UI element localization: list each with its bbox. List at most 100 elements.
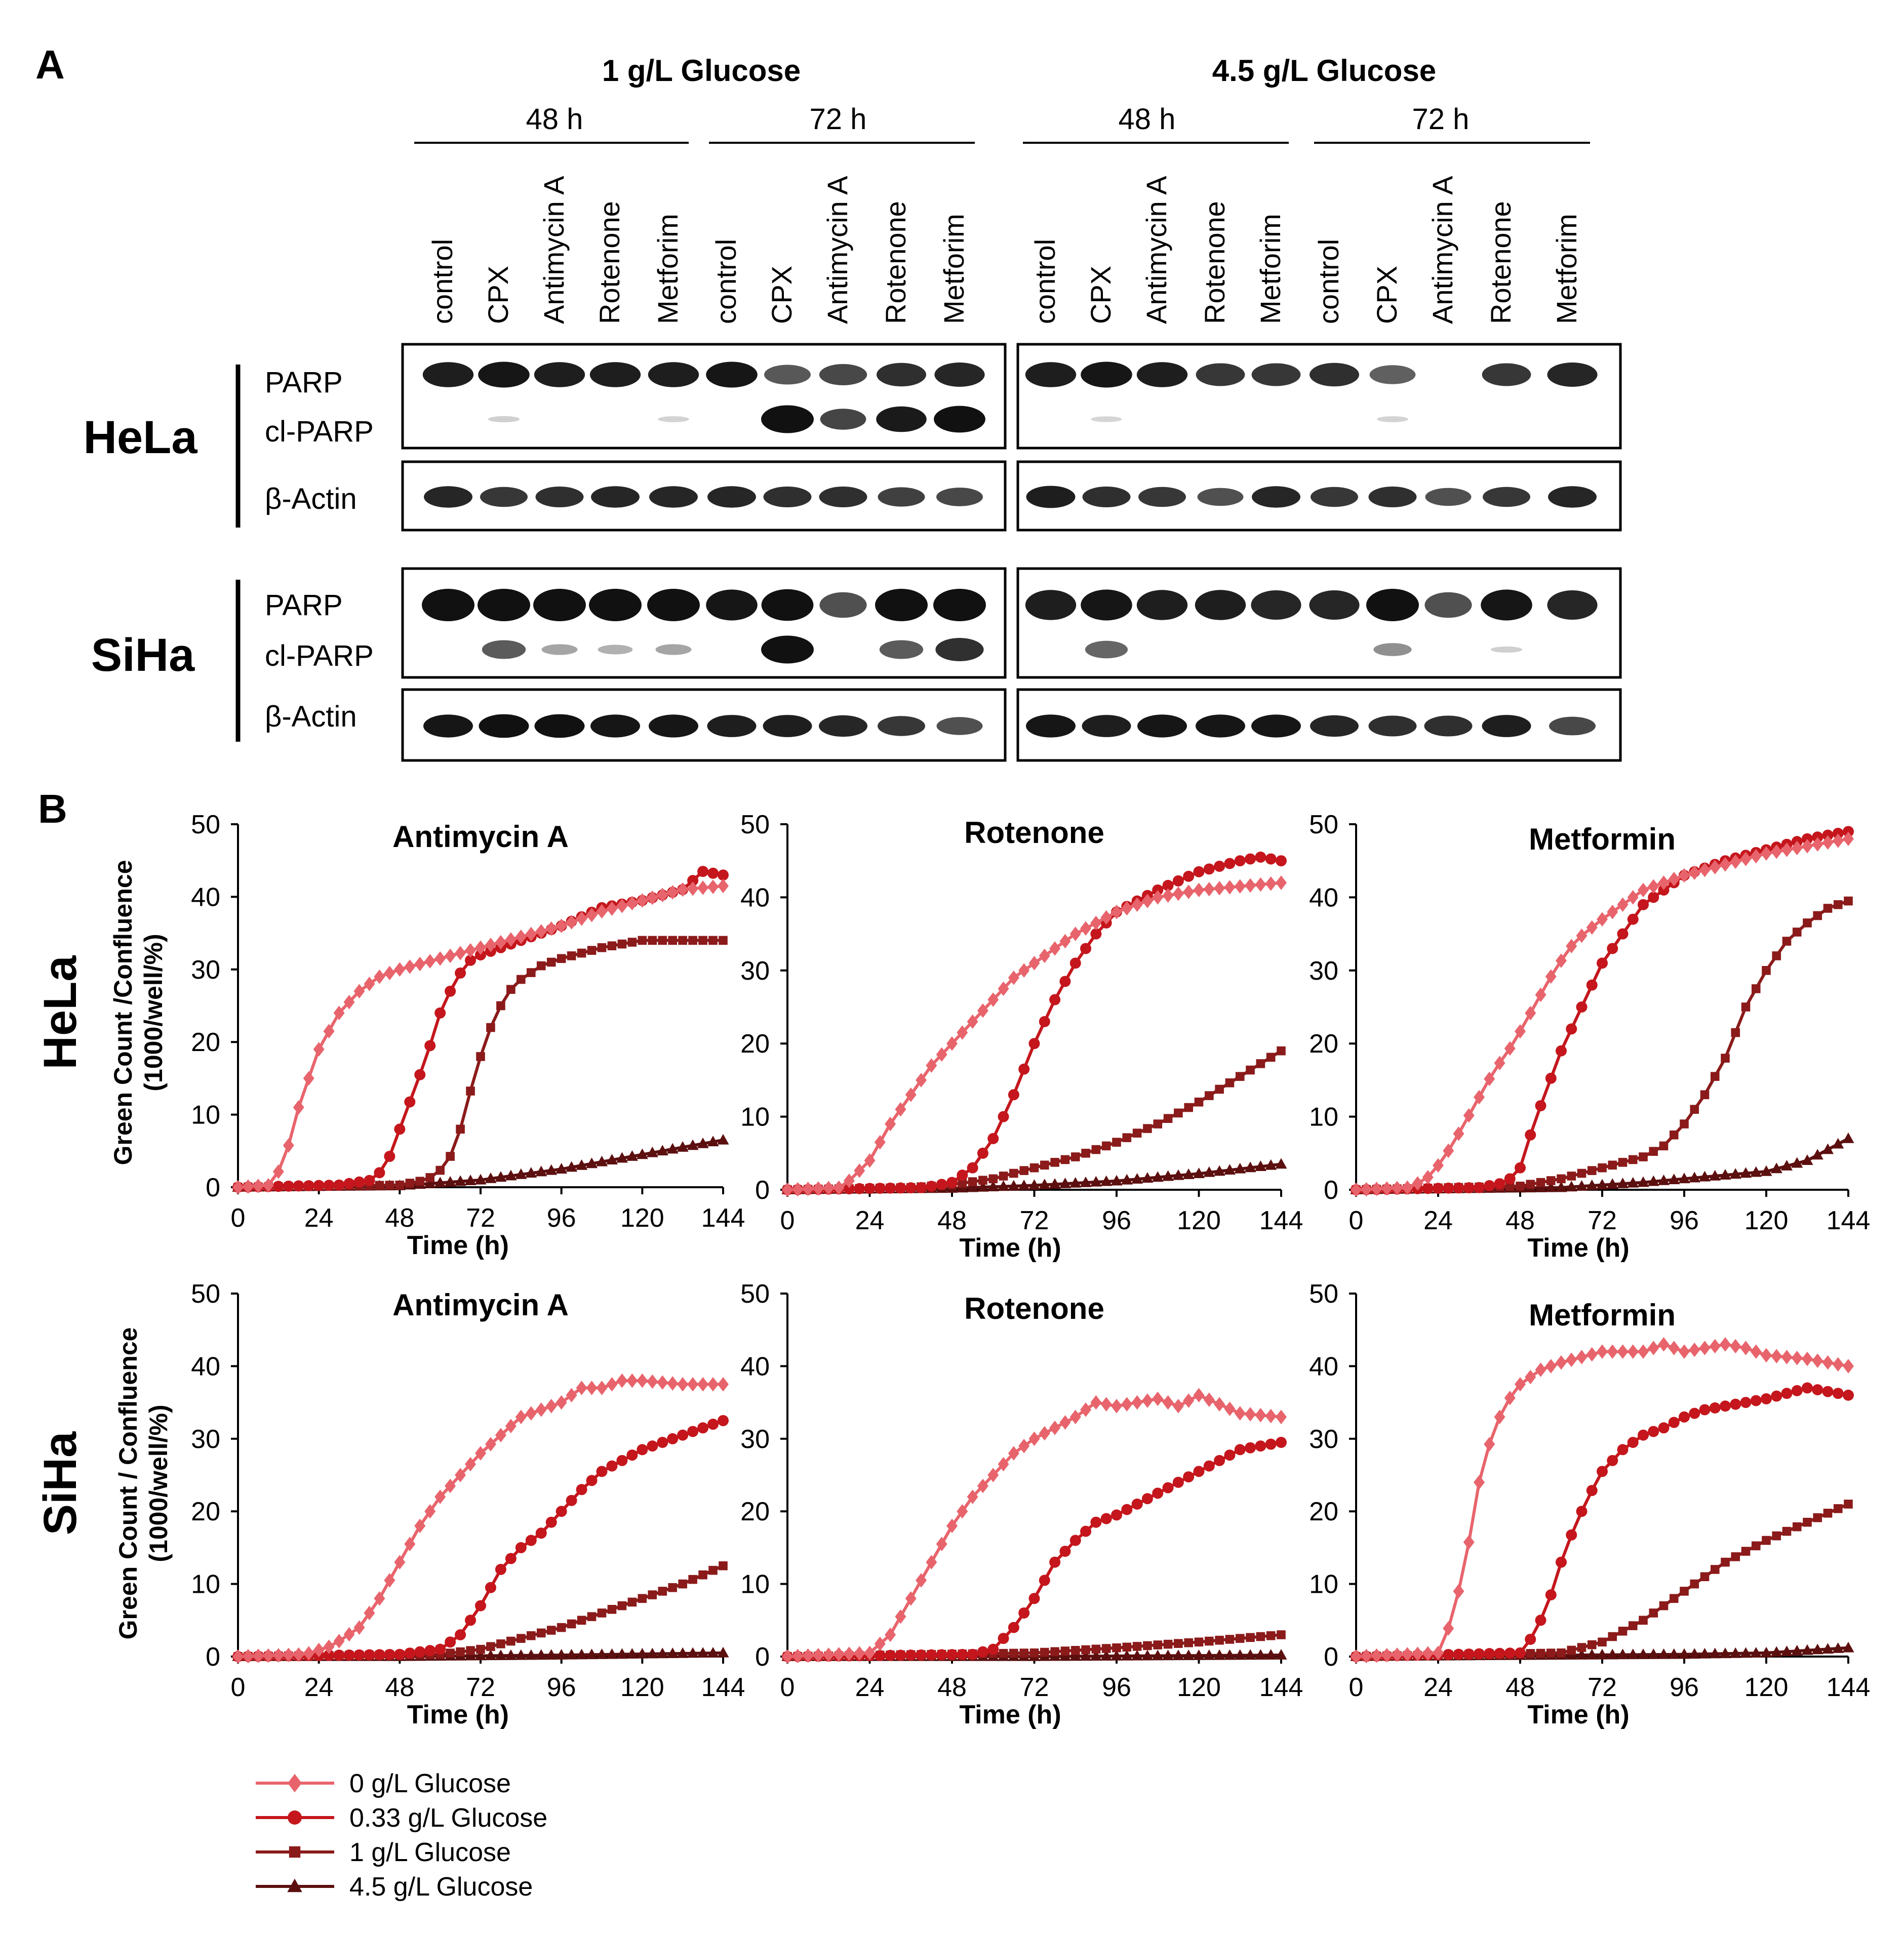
data-point	[414, 1646, 426, 1658]
data-point	[647, 1374, 658, 1389]
band-actin	[1251, 714, 1301, 738]
data-point	[998, 981, 1009, 996]
data-point	[1265, 876, 1277, 891]
data-point	[556, 918, 567, 934]
data-point	[1843, 831, 1854, 847]
data-point	[1361, 1648, 1372, 1664]
data-point	[687, 1377, 699, 1392]
data-point	[802, 1182, 814, 1196]
data-point	[1121, 901, 1133, 916]
data-point	[916, 1573, 927, 1588]
data-point	[977, 1147, 988, 1159]
data-point	[1803, 918, 1812, 928]
data-point	[384, 1573, 395, 1588]
data-point	[1163, 1639, 1173, 1649]
data-point	[1648, 879, 1659, 894]
data-point	[495, 1171, 507, 1182]
lane-label: CPX	[1371, 266, 1403, 324]
data-point	[1504, 1647, 1516, 1659]
data-point	[626, 896, 638, 911]
band-parp	[706, 361, 758, 388]
data-point	[1019, 1648, 1028, 1658]
data-point	[978, 1176, 987, 1185]
data-point	[657, 1375, 668, 1390]
band-cl-parp	[1377, 416, 1408, 422]
data-point	[616, 1373, 628, 1388]
data-point	[1433, 1645, 1444, 1661]
data-point	[465, 954, 477, 966]
data-point	[1474, 1475, 1485, 1490]
data-point	[515, 1649, 527, 1660]
data-point	[1627, 1648, 1639, 1660]
data-point	[1566, 939, 1577, 953]
y-tick-label: 50	[1309, 810, 1338, 839]
data-point	[1598, 1163, 1607, 1173]
data-point	[626, 1449, 638, 1461]
data-point	[586, 1381, 598, 1395]
data-point	[1780, 1645, 1793, 1657]
data-point	[232, 1180, 244, 1195]
data-point	[1750, 849, 1762, 864]
data-point	[475, 1446, 486, 1461]
data-point	[505, 1649, 517, 1660]
data-point	[606, 1154, 618, 1165]
data-point	[874, 1636, 886, 1651]
series-0-33-g-l-glucose	[1351, 826, 1854, 1195]
data-point	[1019, 1166, 1028, 1175]
data-point	[536, 1628, 546, 1638]
series-line	[1356, 830, 1849, 1191]
data-point	[585, 1648, 598, 1660]
data-point	[1059, 976, 1071, 987]
data-point	[374, 1649, 385, 1661]
data-point	[1090, 1395, 1102, 1410]
data-point	[1276, 855, 1287, 867]
data-point	[1276, 1409, 1287, 1425]
data-point	[434, 1643, 446, 1655]
legend-item: 0.33 g/L Glucose	[256, 1803, 547, 1833]
data-point	[1494, 1647, 1505, 1659]
data-point	[1223, 1649, 1236, 1660]
chart-title: Antimycin A	[392, 1288, 569, 1322]
data-point	[1111, 1509, 1122, 1521]
data-point	[1049, 994, 1061, 1005]
data-point	[1194, 1637, 1204, 1647]
data-point	[288, 1810, 302, 1825]
data-point	[1812, 1353, 1823, 1368]
data-point	[486, 1023, 495, 1032]
data-point	[1515, 1162, 1526, 1174]
legend-label: 0.33 g/L Glucose	[349, 1803, 547, 1833]
data-point	[1628, 1155, 1638, 1164]
data-point	[425, 1173, 435, 1182]
data-point	[485, 1582, 496, 1593]
data-point	[545, 1516, 557, 1528]
data-point	[242, 1179, 254, 1194]
data-point	[1751, 1541, 1761, 1551]
band-actin	[480, 487, 528, 507]
x-axis-label: Time (h)	[959, 1700, 1061, 1729]
data-point	[1556, 953, 1567, 968]
data-point	[364, 977, 375, 991]
data-point	[1172, 875, 1184, 887]
data-point	[1183, 884, 1195, 899]
data-point	[596, 904, 608, 919]
data-point	[1162, 1649, 1174, 1661]
data-point	[987, 992, 999, 1007]
band-cl-parp	[935, 638, 984, 661]
data-point	[424, 954, 436, 969]
data-point	[1224, 858, 1236, 869]
band-parp	[1547, 590, 1598, 620]
data-point	[525, 1167, 537, 1178]
data-point	[505, 932, 517, 947]
data-point	[445, 948, 456, 963]
data-point	[1577, 1169, 1586, 1178]
data-point	[1234, 1406, 1246, 1421]
band-parp	[534, 362, 585, 387]
x-tick-label: 24	[1423, 1673, 1453, 1702]
data-point	[272, 1164, 284, 1179]
band-actin	[878, 716, 925, 736]
data-point	[1649, 1608, 1658, 1618]
data-point	[1668, 1174, 1680, 1184]
lane-label: Antimycin A	[1140, 176, 1172, 324]
band-parp	[761, 589, 814, 621]
data-point	[998, 1180, 1010, 1191]
